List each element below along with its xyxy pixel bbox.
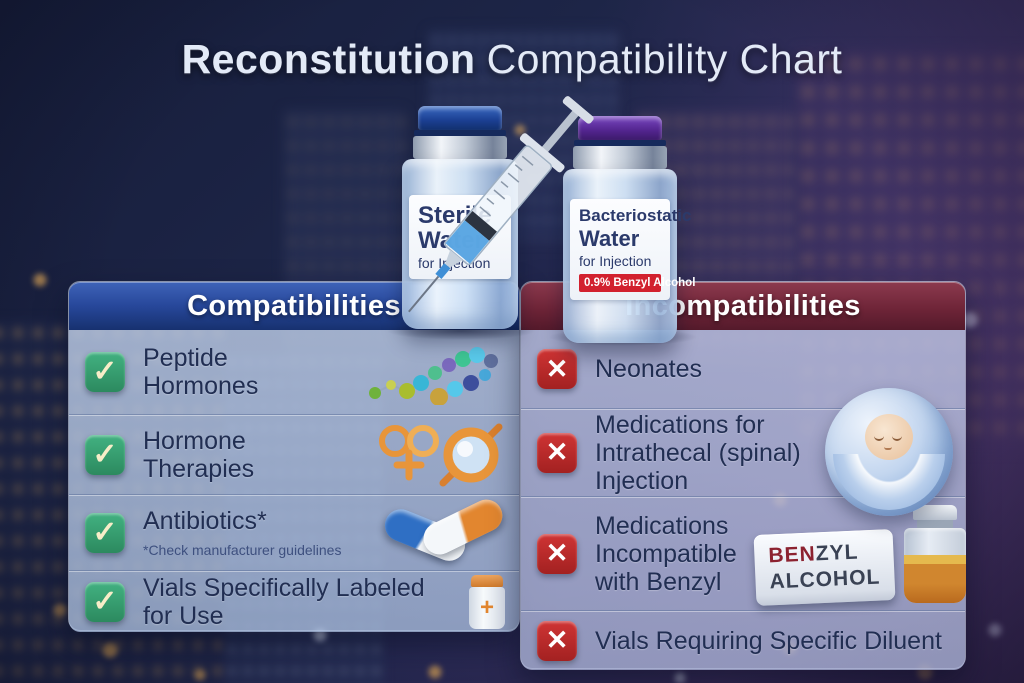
list-item: ✓ Hormone Therapies — [69, 414, 519, 494]
list-item-label: Neonates — [595, 355, 703, 383]
list-item-note: *Check manufacturer guidelines — [143, 542, 342, 558]
list-item-text-group: Antibiotics* *Check manufacturer guideli… — [143, 507, 341, 558]
swaddled-baby-icon — [825, 388, 953, 516]
list-item-label: Hormone Therapies — [143, 426, 255, 483]
list-item-label: Medications Incompatible with Benzyl — [595, 511, 737, 596]
vial-glass-body: Bacteriostatic Water for Injection 0.9% … — [563, 169, 695, 343]
vial-cap — [470, 574, 503, 587]
list-item: ✕ Vials Requiring Specific Diluent — [521, 610, 965, 670]
cross-icon: ✕ — [537, 349, 577, 389]
check-icon: ✓ — [85, 512, 125, 553]
page-title-rest: Compatibility Chart — [486, 36, 843, 82]
vial-liquid — [903, 554, 966, 603]
tag-line-2: ALCOHOL — [768, 565, 881, 594]
cross-icon: ✕ — [537, 620, 577, 661]
benzyl-alcohol-group: BENZYL ALCOHOL — [753, 452, 966, 606]
benzyl-alcohol-tag: BENZYL ALCOHOL — [753, 529, 896, 606]
baby-eye — [892, 436, 902, 441]
blue-vial-cap — [418, 106, 502, 130]
list-item-label: Antibiotics* — [143, 507, 267, 535]
compatibilities-list: ✓ Peptide Hormones ✓ Hormone Therapies — [69, 330, 519, 632]
vial-body — [903, 527, 966, 603]
cross-icon: ✕ — [537, 432, 577, 473]
label-line: for Injection — [579, 252, 652, 269]
vial-neck — [916, 519, 953, 528]
list-item: ✓ Antibiotics* *Check manufacturer guide… — [69, 493, 519, 570]
blanket-fold — [833, 454, 945, 510]
tag-word-part: ZYL — [814, 540, 859, 566]
bacteriostatic-water-label: Bacteriostatic Water for Injection 0.9% … — [570, 199, 695, 300]
list-item-label: Medications for Intrathecal (spinal) Inj… — [595, 410, 801, 495]
page-title-emphasis: Reconstitution — [181, 36, 476, 82]
label-line: Water — [579, 225, 640, 251]
check-icon: ✓ — [85, 581, 125, 622]
cross-icon: ✕ — [537, 533, 577, 574]
baby-eye — [874, 436, 884, 441]
vial-body: + — [468, 586, 505, 629]
labeled-vial-icon: + — [468, 574, 505, 629]
amber-vial-icon — [903, 504, 966, 603]
incompatibilities-list: ✕ Neonates ✕ Medications for Intrathecal… — [521, 330, 966, 670]
page-title: Reconstitution Compatibility Chart — [0, 36, 1024, 83]
benzyl-alcohol-band: 0.9% Benzyl Alcohol — [579, 273, 695, 292]
list-item: ✓ Vials Specifically Labeled for Use + — [69, 570, 519, 632]
label-line: Bacteriostatic — [579, 206, 692, 225]
capsules-icon — [380, 493, 508, 566]
tag-word-part: BEN — [767, 542, 816, 568]
molecule-chain-icon — [369, 347, 498, 405]
list-item-label: Vials Requiring Specific Diluent — [595, 626, 942, 655]
list-item: ✓ Peptide Hormones — [69, 330, 519, 414]
list-item-label: Vials Specifically Labeled for Use — [143, 573, 425, 630]
list-item-label: Peptide Hormones — [143, 344, 259, 400]
check-icon: ✓ — [85, 434, 125, 475]
check-icon: ✓ — [85, 352, 125, 392]
baby-mouth — [884, 447, 892, 450]
gender-symbols-icon — [379, 423, 503, 486]
